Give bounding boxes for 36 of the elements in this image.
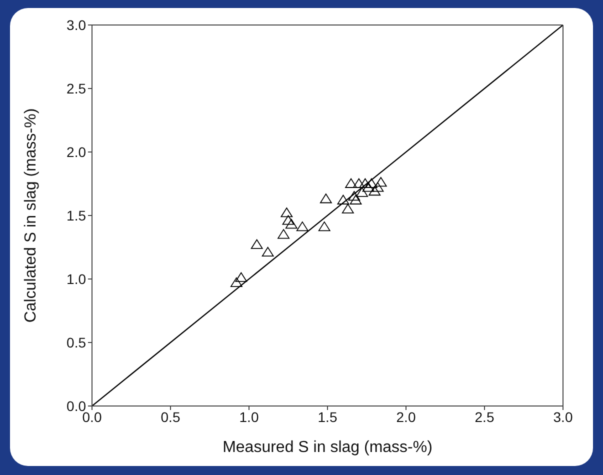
point xyxy=(356,187,368,197)
y-tick-label: 1.0 xyxy=(66,270,86,287)
y-tick-label: 2.0 xyxy=(66,144,86,160)
point xyxy=(230,277,242,288)
point xyxy=(352,178,365,188)
y-axis-title: Calculated S in slag (mass-%) xyxy=(22,108,40,323)
point xyxy=(278,229,290,239)
point xyxy=(250,239,263,249)
x-tick-label: 0.5 xyxy=(160,408,180,425)
point xyxy=(342,204,354,214)
point xyxy=(235,272,248,282)
point xyxy=(350,194,362,204)
point xyxy=(282,215,294,225)
y-tick-label: 1.5 xyxy=(66,207,86,224)
y-tick-label: 3.0 xyxy=(66,16,86,33)
point xyxy=(368,186,381,196)
point xyxy=(296,221,308,232)
point xyxy=(318,221,330,232)
point xyxy=(285,218,298,229)
y-tick-label: 2.5 xyxy=(66,80,86,96)
point xyxy=(348,191,360,201)
point xyxy=(362,182,374,192)
point xyxy=(345,178,357,188)
point xyxy=(372,182,384,192)
point xyxy=(262,246,274,257)
x-tick-label: 1.0 xyxy=(239,408,259,425)
point xyxy=(374,177,387,187)
x-tick-label: 1.5 xyxy=(318,408,338,425)
point xyxy=(320,194,332,204)
x-tick-label: 2.0 xyxy=(396,408,416,425)
point xyxy=(337,194,350,204)
x-tick-label: 2.5 xyxy=(474,408,494,425)
y-tick-label: 0.5 xyxy=(66,334,86,350)
x-axis-title: Measured S in slag (mass-%) xyxy=(222,439,432,456)
point xyxy=(280,208,293,218)
x-tick-label: 3.0 xyxy=(553,408,573,425)
